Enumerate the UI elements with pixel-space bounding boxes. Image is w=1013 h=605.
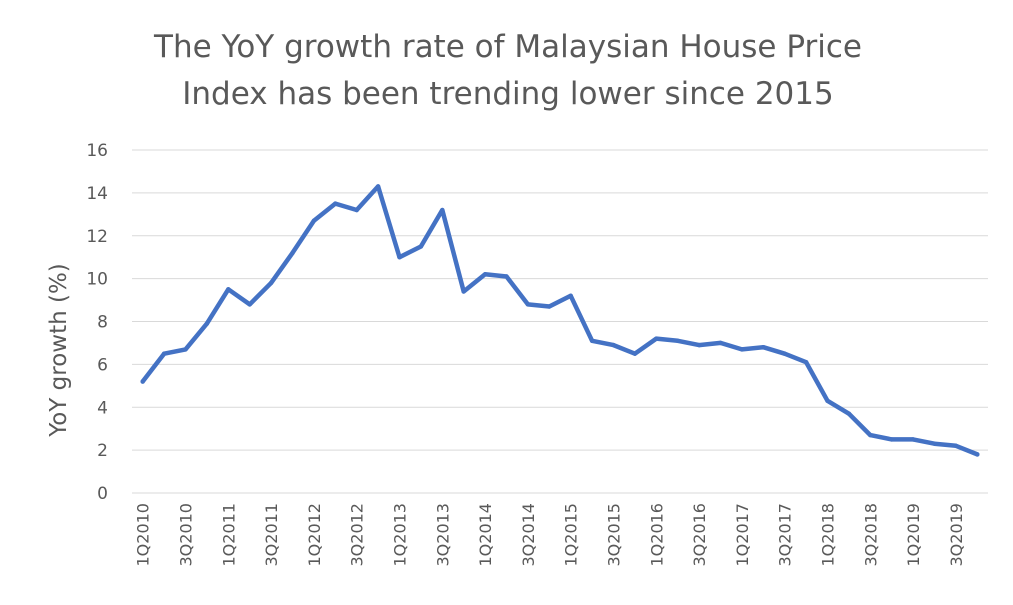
- data-point: [910, 437, 916, 442]
- data-point: [504, 274, 509, 279]
- data-point: [803, 360, 809, 365]
- data-point: [975, 452, 980, 457]
- gridlines: [132, 149, 988, 494]
- data-point: [161, 351, 167, 356]
- data-point: [761, 345, 766, 350]
- y-tick-label: 10: [86, 270, 108, 290]
- data-point: [696, 342, 702, 348]
- data-point: [440, 207, 445, 213]
- data-point: [739, 347, 745, 352]
- data-point: [889, 437, 894, 442]
- data-point: [333, 201, 338, 206]
- data-point: [226, 287, 231, 292]
- series-line-0: [140, 184, 980, 457]
- data-point: [525, 302, 531, 307]
- x-tick-label: 1Q2010: [134, 503, 153, 567]
- chart-title-line-2: Index has been trending lower since 2015: [182, 76, 833, 112]
- data-point: [290, 250, 295, 256]
- y-tick-label: 14: [86, 184, 108, 204]
- data-point: [846, 411, 852, 416]
- data-point: [675, 338, 680, 343]
- y-tick-label: 12: [86, 227, 108, 247]
- x-tick-label: 3Q2019: [947, 503, 966, 567]
- x-tick-label: 3Q2010: [177, 503, 196, 567]
- x-tick-label: 3Q2013: [433, 503, 452, 567]
- x-tick-label: 1Q2017: [733, 503, 752, 567]
- data-point: [247, 302, 252, 307]
- data-point: [354, 207, 359, 213]
- data-point: [268, 280, 274, 286]
- x-tick-label: 1Q2019: [904, 503, 923, 567]
- data-point: [140, 379, 145, 384]
- data-point: [568, 293, 573, 298]
- y-tick-label: 16: [86, 141, 108, 161]
- data-point: [932, 441, 937, 446]
- y-tick-label: 6: [97, 355, 108, 375]
- x-tick-label: 1Q2012: [305, 503, 324, 567]
- data-point: [375, 184, 381, 189]
- data-point: [461, 289, 466, 294]
- data-point: [611, 342, 616, 348]
- x-tick-label: 3Q2011: [262, 503, 281, 567]
- data-point: [547, 304, 552, 309]
- y-tick-label: 0: [97, 484, 108, 504]
- data-point: [953, 443, 959, 449]
- x-tick-label: 3Q2018: [861, 503, 880, 567]
- y-tick-label: 2: [97, 441, 108, 461]
- data-point: [204, 321, 210, 326]
- x-tick-label: 1Q2016: [647, 503, 666, 567]
- x-tick-label: 1Q2014: [476, 503, 495, 567]
- data-point: [868, 432, 873, 438]
- data-point: [632, 351, 638, 356]
- y-axis-ticks: 0 2 4 6 8 10 12 14 16: [86, 141, 108, 504]
- x-tick-label: 1Q2011: [219, 503, 238, 567]
- data-point: [718, 340, 723, 346]
- y-tick-label: 4: [97, 398, 108, 418]
- data-point: [782, 351, 787, 356]
- x-axis-ticks: 1Q2010 3Q2010 1Q2011 3Q2011 1Q2012 3Q2012 1Q20…: [134, 503, 966, 567]
- x-tick-label: 3Q2014: [519, 503, 538, 567]
- data-point: [418, 244, 424, 249]
- data-point: [183, 347, 188, 352]
- x-tick-label: 1Q2015: [562, 503, 581, 567]
- data-point: [397, 254, 402, 260]
- data-point: [654, 336, 659, 341]
- chart-title-line-1: The YoY growth rate of Malaysian House P…: [153, 29, 862, 65]
- data-point: [482, 272, 488, 277]
- x-tick-label: 1Q2018: [819, 503, 838, 567]
- x-tick-label: 3Q2016: [690, 503, 709, 567]
- y-axis-label: YoY growth (%): [46, 263, 72, 438]
- series-group: [140, 184, 980, 457]
- data-point: [311, 218, 317, 223]
- x-tick-label: 1Q2013: [391, 503, 410, 567]
- y-tick-label: 8: [97, 313, 108, 333]
- data-point: [825, 398, 830, 404]
- x-tick-label: 3Q2015: [605, 503, 624, 567]
- x-tick-label: 3Q2012: [348, 503, 367, 567]
- x-tick-label: 3Q2017: [776, 503, 795, 567]
- data-point: [589, 338, 595, 343]
